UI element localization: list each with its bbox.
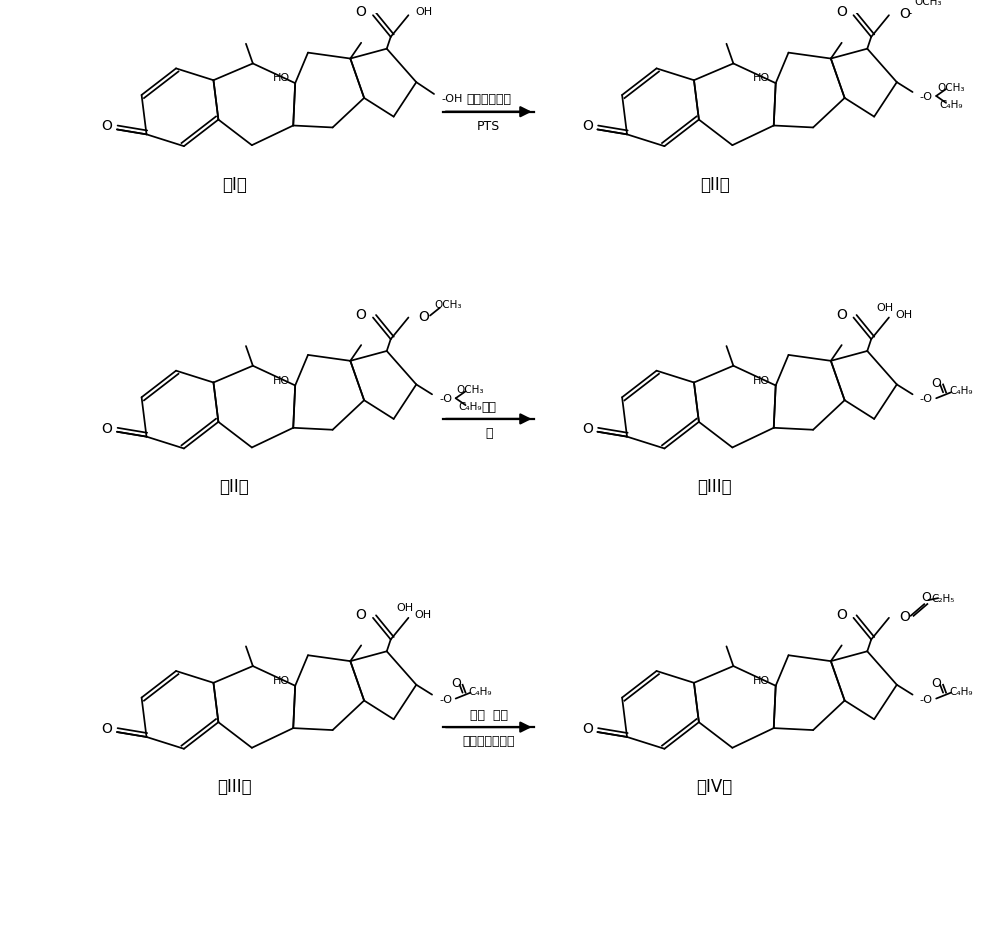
Text: O: O [451,677,461,690]
Text: O: O [356,6,367,19]
Text: C₄H₉: C₄H₉ [939,100,963,109]
Text: O: O [356,307,367,322]
Text: O: O [931,677,941,690]
Text: HO: HO [753,73,770,83]
Text: O: O [921,590,931,603]
Text: O: O [582,120,593,133]
Text: C₄H₉: C₄H₉ [459,401,482,412]
Text: -O: -O [920,693,933,704]
Text: HO: HO [753,675,770,685]
Text: OH: OH [415,609,432,619]
Text: O: O [102,422,113,436]
Text: -OH: -OH [441,94,462,104]
Text: OH: OH [876,302,894,312]
Text: OCH₃: OCH₃ [937,83,965,93]
Text: O: O [102,120,113,133]
Text: HO: HO [273,73,290,83]
Text: OH: OH [396,603,413,613]
Text: OCH₃: OCH₃ [915,0,942,7]
Text: -O: -O [920,92,933,102]
Text: O: O [836,607,847,621]
Text: （II）: （II） [219,477,249,495]
Text: 硫酸: 硫酸 [481,400,496,413]
Text: 原戊酸三甲酯: 原戊酸三甲酯 [466,94,511,107]
Text: 二甲基氨基吡啶: 二甲基氨基吡啶 [462,734,515,747]
Text: O: O [899,7,910,21]
Text: OH: OH [416,7,433,18]
Text: （II）: （II） [700,175,730,194]
Text: -O: -O [920,394,933,404]
Text: OH: OH [895,310,912,319]
Text: O: O [582,721,593,735]
Text: O: O [899,609,910,623]
Text: （I）: （I） [222,175,247,194]
Text: （III）: （III） [217,778,251,795]
Text: -O: -O [439,693,452,704]
Text: O: O [419,310,430,324]
Text: 水: 水 [485,426,492,439]
Text: OCH₃: OCH₃ [457,385,484,395]
Text: PTS: PTS [477,120,500,133]
Text: O: O [356,607,367,621]
Text: O: O [836,6,847,19]
Text: O: O [102,721,113,735]
Text: C₂H₅: C₂H₅ [931,593,955,603]
Text: C₄H₉: C₄H₉ [949,686,973,696]
Text: （III）: （III） [697,477,732,495]
Text: OCH₃: OCH₃ [434,299,462,310]
Text: HO: HO [273,675,290,685]
Text: O: O [582,422,593,436]
Text: （IV）: （IV） [697,778,733,795]
Text: C₄H₉: C₄H₉ [469,686,492,696]
Text: 醋酐  吡啶: 醋酐 吡啶 [470,708,508,721]
Text: O: O [931,376,941,389]
Text: HO: HO [273,375,290,385]
Text: HO: HO [753,375,770,385]
Text: C₄H₉: C₄H₉ [949,386,973,396]
Text: O: O [836,307,847,322]
Text: -O: -O [439,394,452,404]
